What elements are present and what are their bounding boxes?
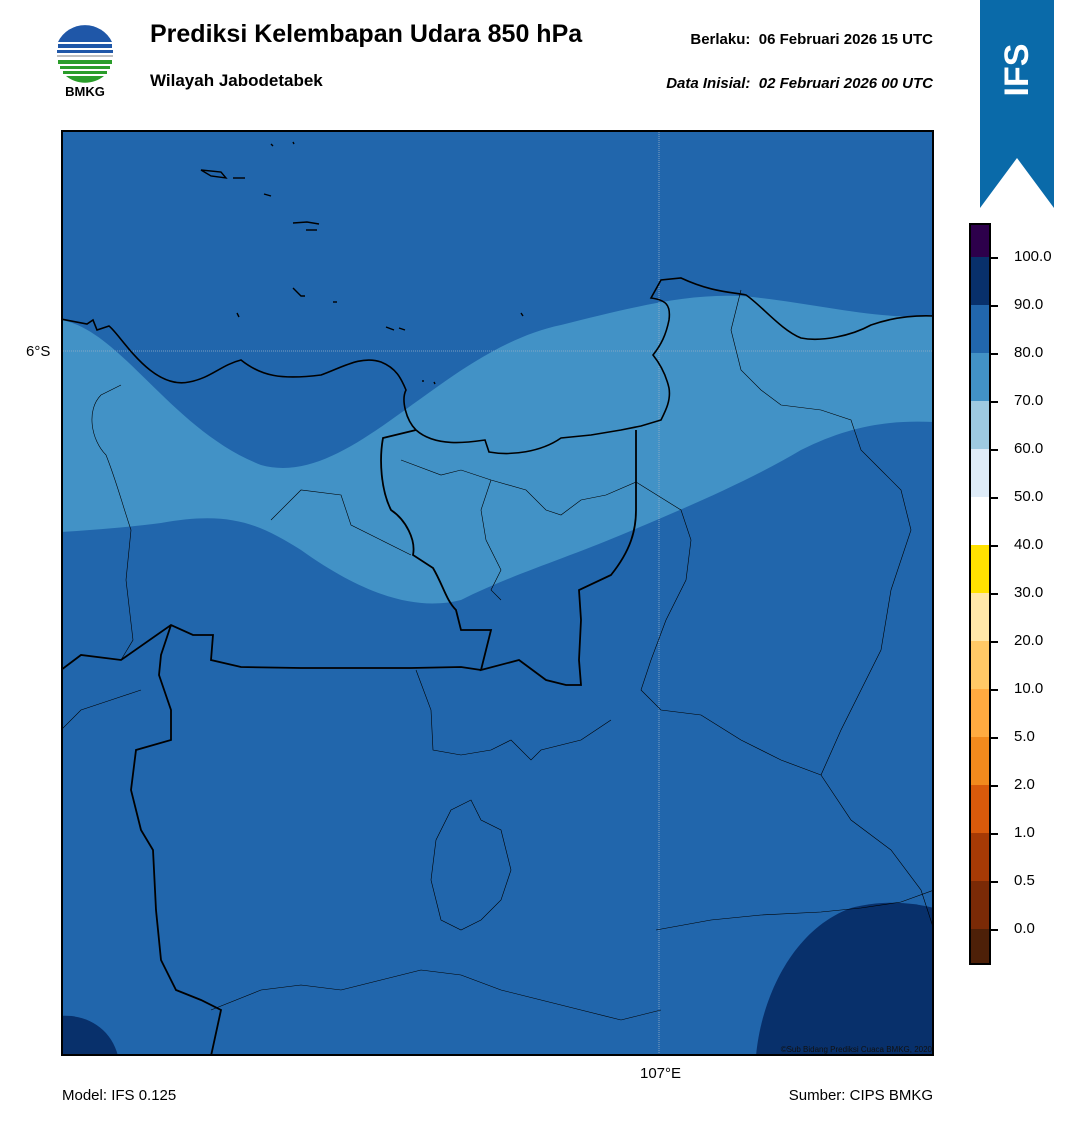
colorbar-tick-mark bbox=[991, 593, 998, 595]
colorbar-segment bbox=[969, 449, 991, 497]
colorbar-tick-label: 30.0 bbox=[1014, 584, 1044, 601]
lon-label-107e: 107°E bbox=[640, 1065, 682, 1082]
bmkg-logo-icon bbox=[55, 25, 115, 87]
source-label: Sumber: CIPS BMKG bbox=[788, 1087, 933, 1104]
colorbar-segment bbox=[969, 257, 991, 305]
valid-time: Berlaku: 06 Februari 2026 15 UTC bbox=[690, 31, 933, 48]
init-label: Data Inisial: bbox=[666, 75, 751, 92]
colorbar bbox=[969, 223, 991, 965]
colorbar-tick-mark bbox=[991, 833, 998, 835]
colorbar-segment bbox=[969, 929, 991, 965]
colorbar-tick-label: 40.0 bbox=[1014, 536, 1044, 553]
colorbar-tick-mark bbox=[991, 641, 998, 643]
valid-label: Berlaku: bbox=[690, 31, 751, 48]
colorbar-tick-mark bbox=[991, 449, 998, 451]
colorbar-segment bbox=[969, 785, 991, 833]
humidity-map[interactable]: ©Sub Bidang Prediksi Cuaca BMKG, 2020 bbox=[61, 130, 934, 1056]
ribbon-label: IFS bbox=[997, 43, 1036, 97]
colorbar-tick-mark bbox=[991, 257, 998, 259]
colorbar-segment bbox=[969, 401, 991, 449]
colorbar-segment bbox=[969, 689, 991, 737]
humidity-field-70-80 bbox=[61, 295, 934, 604]
colorbar-segment bbox=[969, 737, 991, 785]
ifs-ribbon bbox=[980, 0, 1054, 208]
colorbar-segment bbox=[969, 881, 991, 929]
province-border bbox=[380, 429, 637, 686]
colorbar-tick-label: 100.0 bbox=[1014, 248, 1052, 265]
colorbar-tick-label: 20.0 bbox=[1014, 632, 1044, 649]
humidity-field-80-90 bbox=[61, 130, 934, 1056]
colorbar-tick-mark bbox=[991, 881, 998, 883]
colorbar-tick-label: 0.0 bbox=[1014, 920, 1035, 937]
colorbar-tick-mark bbox=[991, 497, 998, 499]
map-title: Prediksi Kelembapan Udara 850 hPa bbox=[150, 20, 583, 48]
colorbar-segment bbox=[969, 593, 991, 641]
map-credit: ©Sub Bidang Prediksi Cuaca BMKG, 2020 bbox=[781, 1045, 933, 1054]
colorbar-tick-mark bbox=[991, 785, 998, 787]
colorbar-tick-label: 5.0 bbox=[1014, 728, 1035, 745]
colorbar-tick-label: 60.0 bbox=[1014, 440, 1044, 457]
humidity-field-90-100-west bbox=[61, 1015, 118, 1056]
colorbar-segment bbox=[969, 545, 991, 593]
colorbar-tick-mark bbox=[991, 545, 998, 547]
colorbar-tick-label: 80.0 bbox=[1014, 344, 1044, 361]
regency-borders bbox=[61, 289, 934, 1021]
lat-label-6s: 6°S bbox=[26, 343, 51, 360]
islands bbox=[200, 141, 524, 385]
colorbar-segment bbox=[969, 223, 991, 257]
humidity-field-90-100 bbox=[756, 902, 934, 1056]
colorbar-segment bbox=[969, 497, 991, 545]
colorbar-tick-label: 1.0 bbox=[1014, 824, 1035, 841]
colorbar-tick-label: 0.5 bbox=[1014, 872, 1035, 889]
colorbar-tick-mark bbox=[991, 305, 998, 307]
colorbar-segment bbox=[969, 833, 991, 881]
colorbar-tick-label: 70.0 bbox=[1014, 392, 1044, 409]
colorbar-tick-label: 90.0 bbox=[1014, 296, 1044, 313]
colorbar-tick-mark bbox=[991, 353, 998, 355]
colorbar-tick-label: 50.0 bbox=[1014, 488, 1044, 505]
colorbar-tick-mark bbox=[991, 737, 998, 739]
model-label: Model: IFS 0.125 bbox=[62, 1087, 177, 1104]
colorbar-segment bbox=[969, 353, 991, 401]
colorbar-tick-label: 2.0 bbox=[1014, 776, 1035, 793]
colorbar-tick-mark bbox=[991, 401, 998, 403]
init-value: 02 Februari 2026 00 UTC bbox=[758, 75, 933, 92]
colorbar-tick-mark bbox=[991, 929, 998, 931]
logo-label: BMKG bbox=[65, 84, 105, 99]
colorbar-tick-mark bbox=[991, 689, 998, 691]
map-subtitle: Wilayah Jabodetabek bbox=[150, 71, 323, 90]
coastline bbox=[61, 277, 934, 455]
valid-value: 06 Februari 2026 15 UTC bbox=[758, 31, 933, 48]
colorbar-segment bbox=[969, 305, 991, 353]
colorbar-tick-label: 10.0 bbox=[1014, 680, 1044, 697]
colorbar-segment bbox=[969, 641, 991, 689]
init-time: Data Inisial: 02 Februari 2026 00 UTC bbox=[666, 75, 933, 92]
